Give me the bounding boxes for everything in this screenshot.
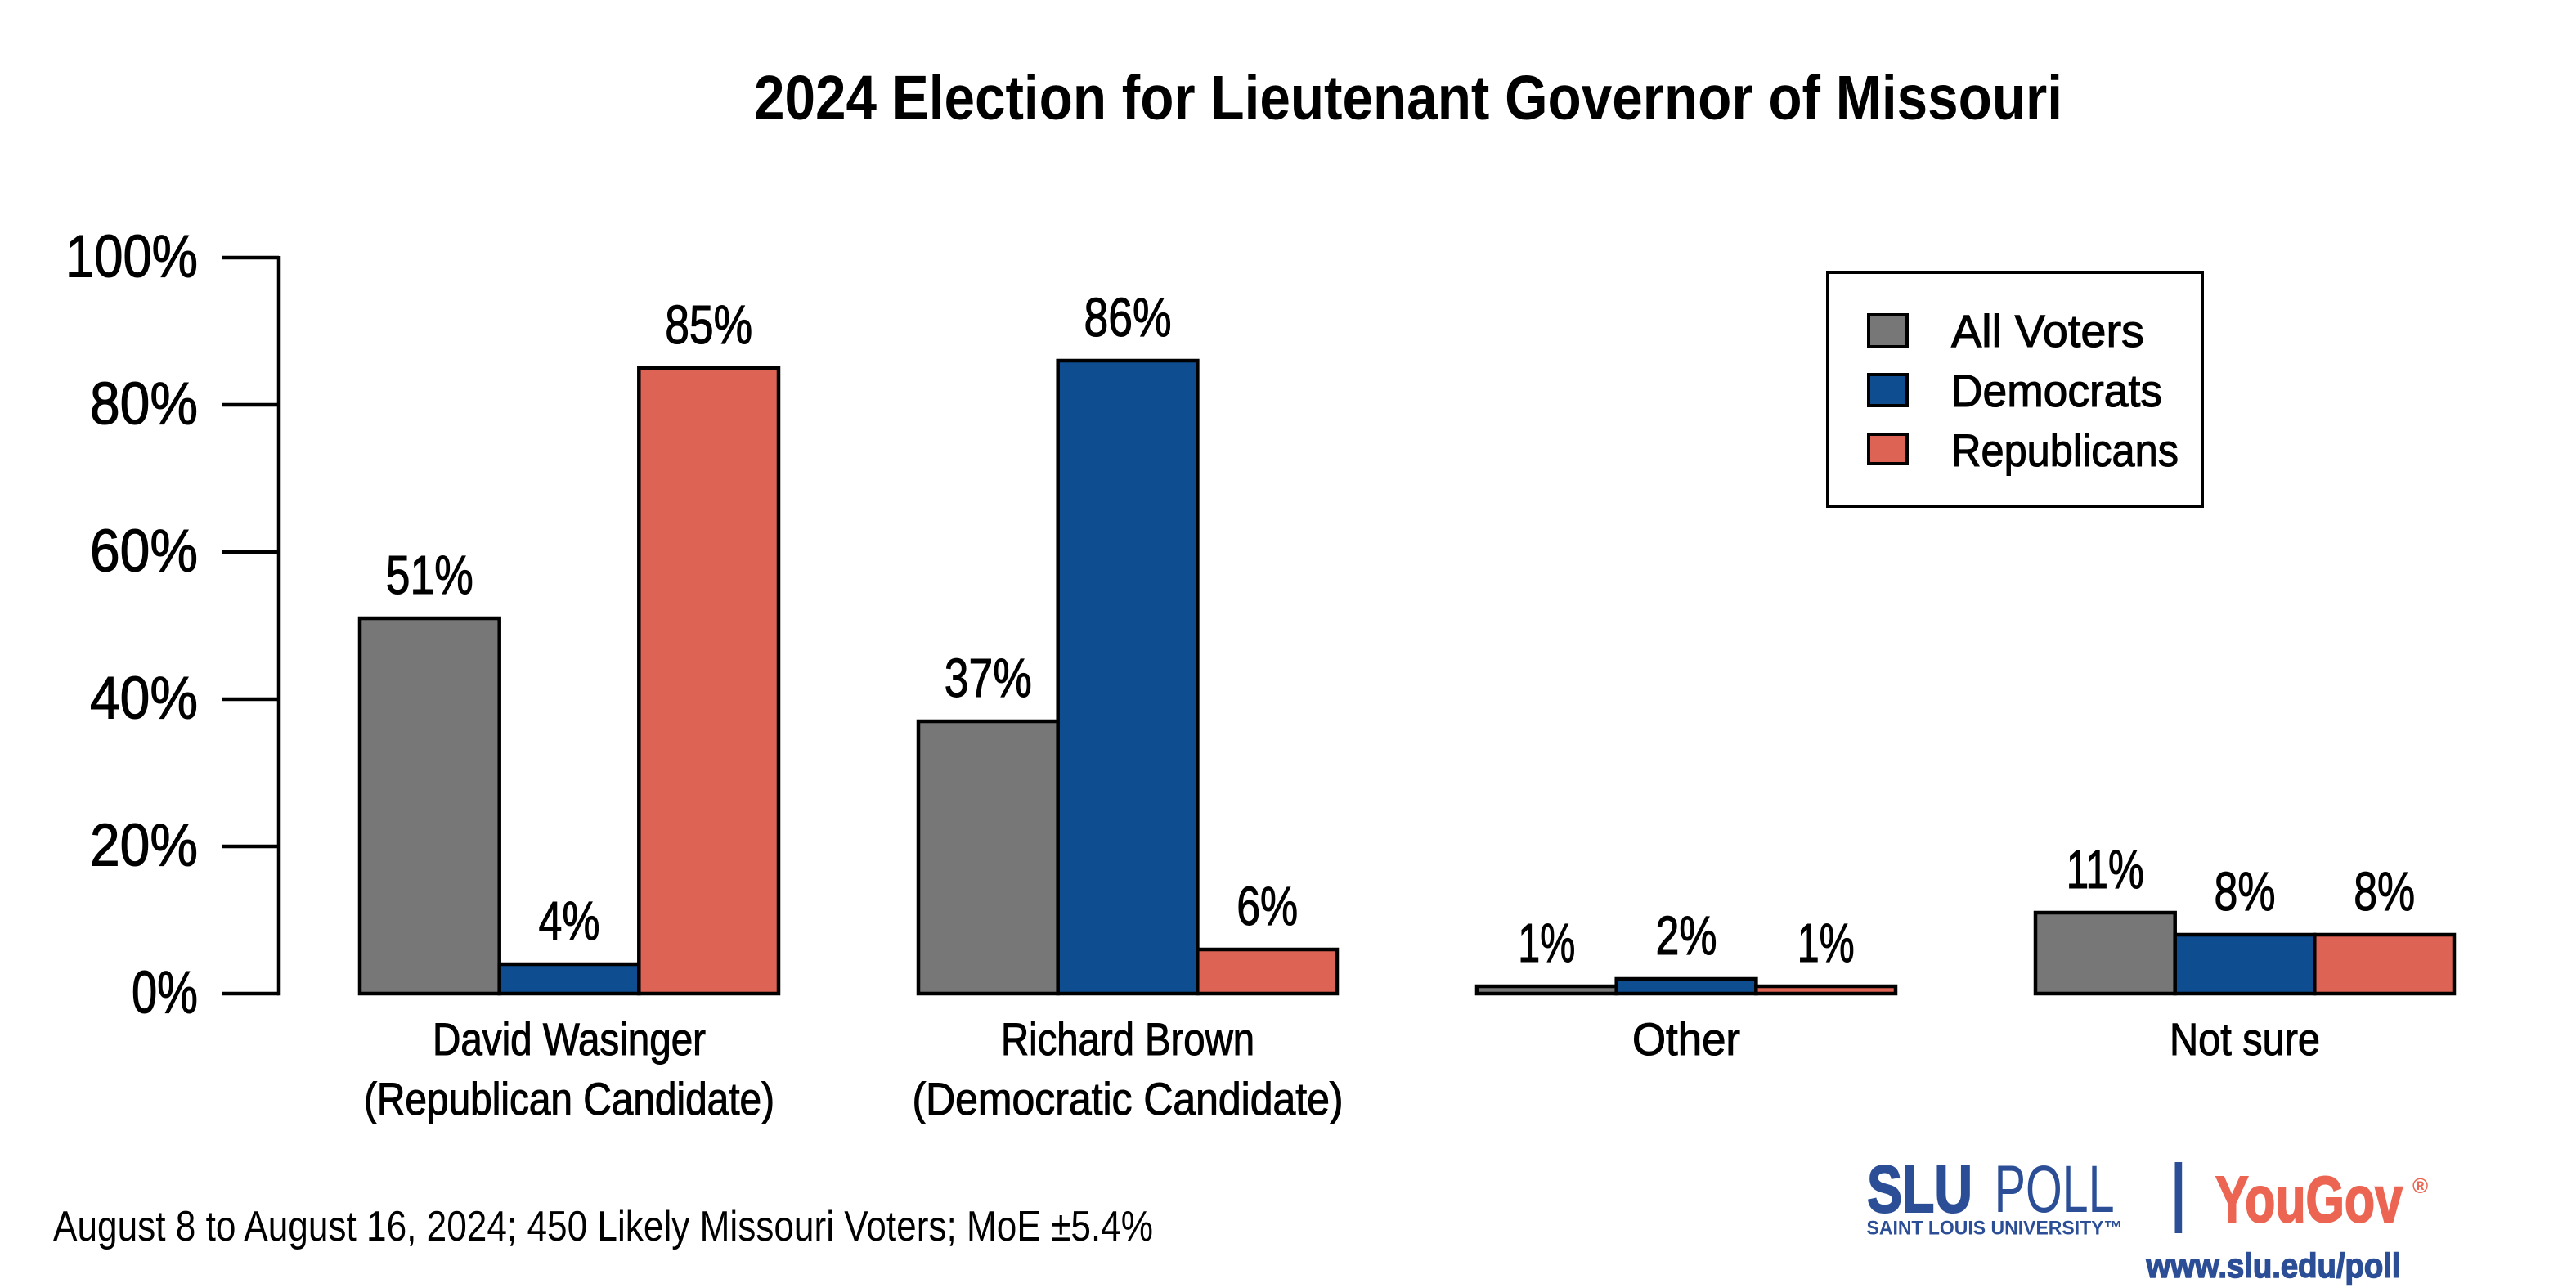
svg-text:David Wasinger: David Wasinger — [433, 1013, 706, 1065]
svg-text:(Democratic Candidate): (Democratic Candidate) — [913, 1073, 1344, 1124]
svg-text:8%: 8% — [2354, 861, 2415, 922]
svg-text:2024 Election for Lieutenant G: 2024 Election for Lieutenant Governor of… — [754, 63, 2062, 133]
svg-text:1%: 1% — [1797, 913, 1855, 974]
svg-text:®: ® — [2412, 1174, 2428, 1198]
svg-text:SAINT LOUIS UNIVERSITY™: SAINT LOUIS UNIVERSITY™ — [1867, 1218, 2123, 1240]
svg-text:1%: 1% — [1518, 913, 1575, 974]
svg-text:POLL: POLL — [1995, 1152, 2115, 1227]
svg-text:Not sure: Not sure — [2170, 1013, 2320, 1065]
svg-text:86%: 86% — [1084, 287, 1172, 348]
svg-text:51%: 51% — [386, 545, 473, 606]
svg-text:www.slu.edu/poll: www.slu.edu/poll — [2146, 1246, 2401, 1285]
svg-text:August 8 to August 16, 2024; 4: August 8 to August 16, 2024; 450 Likely … — [53, 1203, 1153, 1250]
svg-text:Other: Other — [1632, 1013, 1740, 1065]
svg-text:Republicans: Republicans — [1951, 424, 2179, 476]
svg-text:100%: 100% — [65, 224, 198, 290]
svg-text:8%: 8% — [2215, 861, 2276, 922]
svg-text:Democrats: Democrats — [1951, 365, 2162, 416]
svg-text:YouGov: YouGov — [2215, 1163, 2403, 1236]
svg-text:0%: 0% — [132, 960, 198, 1026]
svg-text:11%: 11% — [2067, 839, 2144, 900]
svg-text:80%: 80% — [90, 371, 198, 438]
svg-text:85%: 85% — [665, 294, 752, 356]
svg-text:4%: 4% — [539, 891, 600, 952]
svg-text:6%: 6% — [1236, 876, 1298, 937]
svg-text:40%: 40% — [90, 666, 198, 732]
svg-text:SLU: SLU — [1867, 1152, 1972, 1227]
svg-text:All Voters: All Voters — [1951, 305, 2144, 357]
svg-text:60%: 60% — [90, 518, 198, 585]
svg-text:(Republican Candidate): (Republican Candidate) — [364, 1073, 774, 1124]
svg-text:Richard Brown: Richard Brown — [1001, 1013, 1254, 1065]
svg-text:37%: 37% — [945, 648, 1032, 709]
svg-text:2%: 2% — [1656, 905, 1717, 967]
svg-text:20%: 20% — [90, 813, 198, 879]
